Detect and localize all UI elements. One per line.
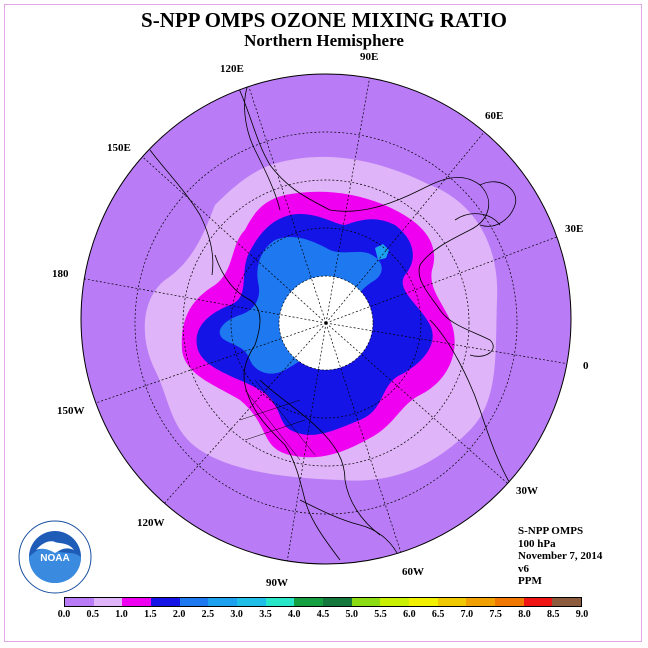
colorbar-swatch (294, 598, 324, 606)
colorbar-swatch (122, 598, 152, 606)
colorbar-swatch (208, 598, 238, 606)
colorbar-swatch (437, 598, 467, 606)
lon-label-90e: 90E (360, 51, 379, 63)
colorbar-tick-label: 4.5 (316, 609, 330, 620)
lon-label-150w: 150W (57, 405, 85, 417)
colorbar-tick-label: 7.0 (460, 609, 474, 620)
colorbar-swatch (409, 598, 438, 606)
map-title: S-NPP OMPS OZONE MIXING RATIO (141, 8, 507, 32)
colorbar-tick-label: 7.5 (489, 609, 502, 620)
us-grid (239, 379, 316, 461)
colorbar-tick-label: 9.0 (575, 609, 589, 620)
map-subtitle: Northern Hemisphere (244, 31, 404, 50)
colorbar-swatch (466, 598, 496, 606)
colorbar-swatch (65, 598, 94, 606)
info-units: PPM (518, 575, 542, 587)
noaa-logo-icon: NOAA (18, 520, 92, 594)
info-version: v6 (518, 562, 529, 575)
page-frame (4, 4, 642, 642)
colorbar-swatch (93, 598, 123, 606)
colorbar (64, 597, 582, 607)
lon-label-30e: 30E (565, 223, 584, 235)
lon-label-120e: 120E (220, 63, 244, 75)
colorbar-tick-label: 5.5 (374, 609, 387, 620)
lon-label-180: 180 (52, 268, 69, 280)
lon-label-60e: 60E (485, 110, 504, 122)
colorbar-swatch (151, 598, 180, 606)
colorbar-tick-label: 6.5 (431, 609, 445, 620)
colorbar-tick-label: 4.0 (287, 609, 301, 620)
colorbar-tick-label: 5.0 (345, 609, 359, 620)
info-instrument: S-NPP OMPS (518, 525, 584, 537)
lon-label-120w: 120W (137, 517, 165, 529)
colorbar-tick-label: 8.0 (518, 609, 531, 620)
colorbar-tick-label: 3.0 (230, 609, 243, 620)
info-date: November 7, 2014 (518, 550, 603, 562)
colorbar-tick-label: 6.0 (403, 609, 416, 620)
colorbar-swatch (552, 598, 582, 606)
colorbar-tick-label: 0.0 (57, 609, 71, 620)
logo-text: NOAA (40, 553, 69, 564)
colorbar-tick-label: 0.5 (86, 609, 100, 620)
ozone-band-2-5 (375, 244, 389, 260)
colorbar-swatch (523, 598, 553, 606)
lon-label-90w: 90W (266, 577, 288, 589)
colorbar-tick-label: 2.0 (172, 609, 186, 620)
colorbar-tick-label: 2.5 (201, 609, 215, 620)
colorbar-swatch (495, 598, 524, 606)
info-level: 100 hPa (518, 537, 556, 550)
colorbar-ticks: 0.0 0.5 1.0 1.5 2.0 2.5 3.0 3.5 4.0 4.5 5.0 5.5 6.0 6… (0, 609, 648, 623)
colorbar-swatch (265, 598, 295, 606)
lon-label-60w: 60W (402, 566, 424, 578)
info-block: S-NPP OMPS 100 hPa November 7, 2014 v6 P… (518, 525, 602, 588)
colorbar-swatch (351, 598, 381, 606)
colorbar-swatch (380, 598, 410, 606)
colorbar-tick-label: 3.5 (259, 609, 272, 620)
colorbar-tick-label: 1.0 (115, 609, 128, 620)
colorbar-tick-label: 1.5 (144, 609, 157, 620)
lon-label-150e: 150E (107, 142, 131, 154)
colorbar-swatch (323, 598, 352, 606)
colorbar-swatch (179, 598, 209, 606)
colorbar-tick-label: 8.5 (546, 609, 560, 620)
lon-label-0: 0 (583, 360, 589, 372)
lon-label-30w: 30W (516, 485, 538, 497)
colorbar-swatch (237, 598, 266, 606)
